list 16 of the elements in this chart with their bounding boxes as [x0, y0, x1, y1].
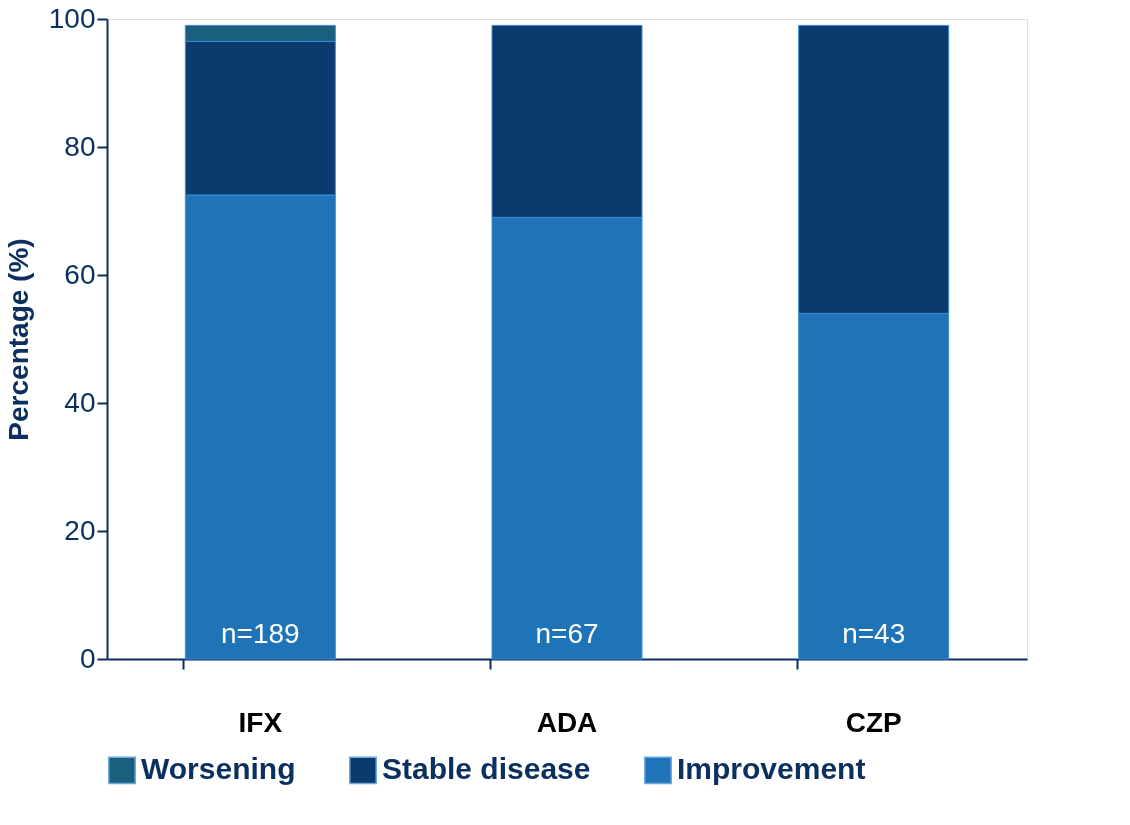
legend-label: Improvement — [677, 752, 866, 786]
y-axis-title: Percentage (%) — [2, 238, 34, 441]
x-tick-label: ADA — [536, 706, 598, 738]
y-tick-label: 20 — [64, 514, 96, 546]
y-tick-label: 0 — [79, 642, 96, 674]
annotation: n=189 — [221, 618, 300, 649]
y-tick-label: 100 — [48, 2, 96, 34]
y-tick-label: 60 — [64, 258, 96, 290]
x-tick-label: IFX — [238, 706, 283, 738]
annotation: n=43 — [842, 618, 906, 649]
y-tick-label: 80 — [64, 130, 96, 162]
legend-label: Worsening — [141, 752, 296, 786]
y-tick-label: 40 — [64, 386, 96, 418]
x-tick-label: CZP — [845, 706, 902, 738]
legend-label: Stable disease — [382, 752, 591, 786]
annotation: n=67 — [535, 618, 599, 649]
